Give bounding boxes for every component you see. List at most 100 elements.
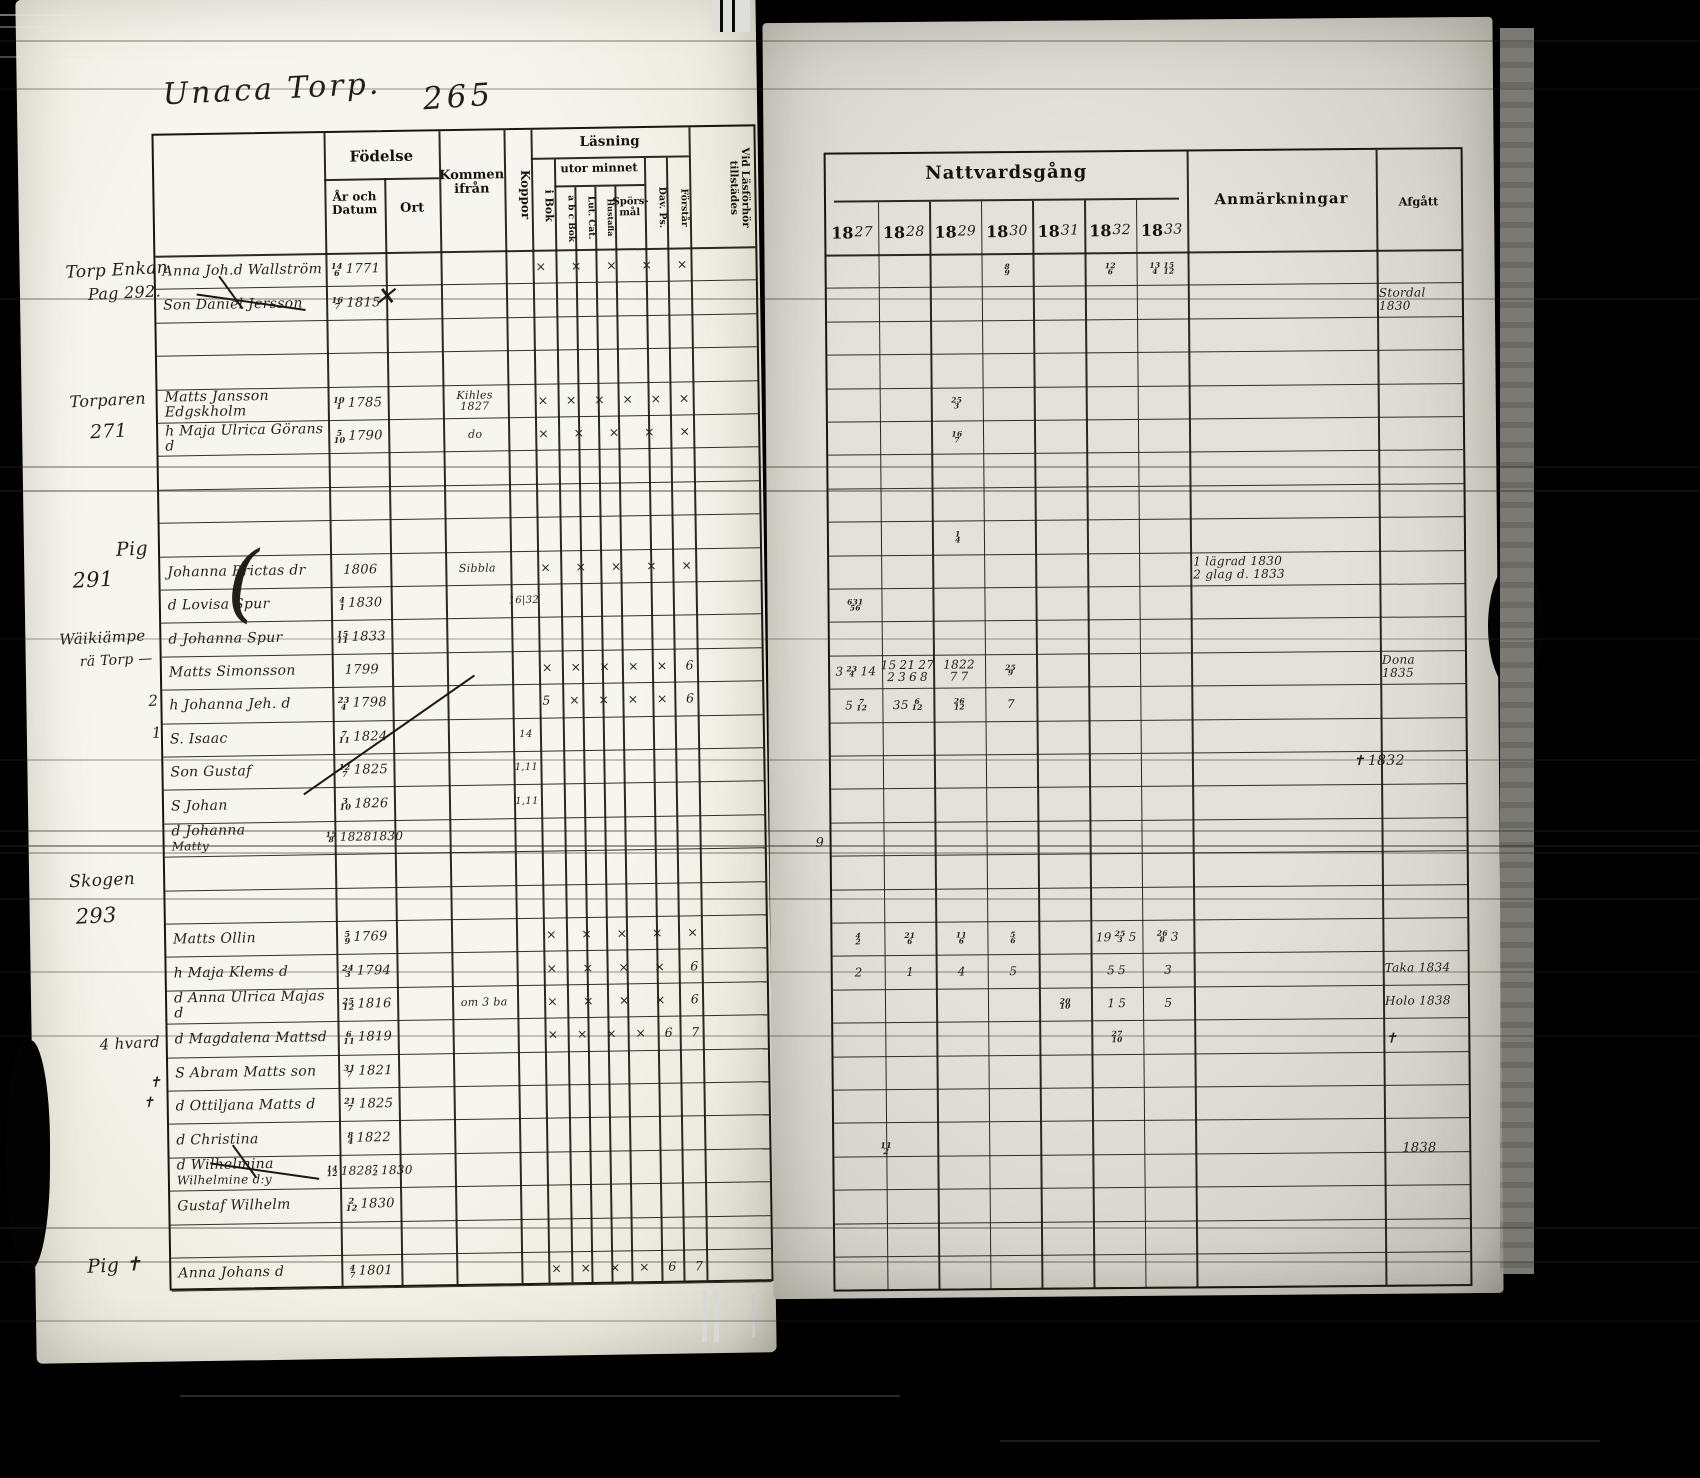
birth-date-cell: 23 4 1798 bbox=[332, 686, 393, 720]
mark-lines: 24 3 1794 bbox=[342, 962, 391, 979]
year-printed-prefix: 18 bbox=[1140, 220, 1164, 240]
mark-line: 10 1 1785 bbox=[333, 395, 382, 412]
right-table-ruling bbox=[826, 149, 1461, 1290]
departed-cell: Dona 1835 bbox=[1381, 653, 1416, 681]
denominator: 6 bbox=[958, 936, 965, 946]
reading-mark: × bbox=[627, 691, 639, 707]
reading-mark: × bbox=[687, 924, 699, 940]
name-line: d Magdalena Mattsd bbox=[174, 1029, 328, 1048]
denominator: 12 bbox=[911, 702, 923, 712]
mark-lines: 26 8 3 bbox=[1157, 928, 1179, 944]
denominator: 3 bbox=[953, 401, 960, 411]
person-name-cell: h Maja Ulrica Görans d bbox=[158, 420, 327, 456]
birth-date-cell: 24 3 1794 bbox=[336, 953, 397, 987]
person-name: d Johanna Matty bbox=[164, 823, 245, 855]
reading-marks: × × × × 6 7 bbox=[547, 1015, 700, 1051]
departed-cell: Holo 1838 bbox=[1384, 993, 1451, 1008]
year-printed-prefix: 18 bbox=[934, 222, 957, 242]
kommen-ifran-cell: om 3 ba bbox=[460, 995, 508, 1010]
mark-lines: 25 3 bbox=[951, 396, 962, 411]
fraction: 26 12 bbox=[954, 696, 965, 711]
header-ar-och-datum: År och Datum bbox=[331, 189, 378, 218]
mark: 1822 bbox=[943, 657, 975, 673]
mark-lines: 25 9 bbox=[1005, 663, 1016, 678]
mark-lines: ✝ bbox=[1385, 1031, 1397, 1047]
reading-mark: × bbox=[635, 1025, 647, 1041]
denominator: 9 bbox=[1007, 668, 1014, 678]
mark-line: 5 10 1790 bbox=[334, 428, 383, 445]
person-name: Anna Joh.d Wallström bbox=[156, 261, 322, 280]
communion-mark-cell: 25 3 bbox=[931, 387, 983, 421]
year-printed-prefix: 18 bbox=[1089, 220, 1112, 240]
mark: 1769 bbox=[353, 929, 388, 945]
person-name-cell: d Johanna Matty bbox=[164, 821, 333, 857]
mark-lines: 13 4 15 12 bbox=[1149, 260, 1174, 275]
mark: 1830 bbox=[360, 1196, 395, 1212]
mark: 7 bbox=[1006, 696, 1016, 711]
fraction: 7 11 bbox=[338, 729, 350, 746]
denominator: 7 bbox=[346, 1069, 353, 1080]
year-handwritten-suffix: 30 bbox=[1009, 222, 1028, 240]
margin-note: 271 bbox=[89, 419, 128, 444]
mark: 1830 bbox=[371, 829, 404, 844]
header-dav-ps: Dav. Ps. bbox=[656, 186, 669, 229]
mark-lines: 5 10 1790 bbox=[334, 428, 383, 445]
header-vid-lasforhor: Vid Läsförhör tillstädes bbox=[727, 147, 752, 228]
mark-lines: 21 6 bbox=[904, 931, 915, 946]
denominator: 6 bbox=[333, 267, 341, 278]
communion-mark-cell: 1822 7 7 bbox=[933, 654, 985, 688]
margin-note: rä Torp — bbox=[79, 650, 154, 671]
mark: 5 bbox=[1117, 963, 1127, 978]
mark-line: 1822 bbox=[943, 657, 975, 673]
person-name-cell: S Abram Matts son bbox=[168, 1055, 337, 1091]
mark: 3 bbox=[1170, 929, 1179, 944]
fraction: 25 9 bbox=[1005, 663, 1016, 678]
reading-mark: × bbox=[582, 959, 594, 975]
person-name: S Johan bbox=[164, 797, 228, 814]
mark: 3 bbox=[898, 670, 907, 685]
reading-mark: × bbox=[643, 424, 655, 440]
mark: 6 bbox=[908, 670, 918, 685]
person-name-cell: Anna Johans d bbox=[171, 1255, 340, 1291]
divider bbox=[324, 177, 440, 181]
mark-line: 23 4 1798 bbox=[338, 695, 387, 712]
person-name-cell: Son Gustaf bbox=[163, 754, 332, 790]
mark: 5 bbox=[845, 698, 854, 713]
mark: 5 bbox=[1118, 996, 1127, 1011]
mark-lines: 19 25 3 5 bbox=[1096, 929, 1137, 944]
mark-lines: 1822 7 7 bbox=[943, 657, 975, 684]
margin-note: 4 hvard bbox=[99, 1032, 161, 1054]
mark-line: 9 bbox=[816, 836, 825, 851]
birth-date-cell: 14 6 1771 bbox=[325, 252, 386, 286]
mark-line: 21 7 1825 bbox=[344, 1096, 393, 1113]
fraction: 24 3 bbox=[342, 962, 354, 979]
mark: 1816 bbox=[357, 996, 392, 1012]
header-utor-minnet: utor minnet bbox=[560, 160, 638, 176]
denominator: 7 bbox=[347, 1102, 354, 1113]
year-handwritten-suffix: 27 bbox=[854, 224, 873, 241]
denominator: 6 bbox=[1107, 266, 1114, 276]
reading-mark: × bbox=[627, 658, 639, 674]
denominator: 7 bbox=[349, 1269, 356, 1280]
year-printed-prefix: 18 bbox=[985, 221, 1009, 241]
reading-mark: × bbox=[651, 925, 663, 941]
mark-line: 4 1 1830 bbox=[339, 595, 382, 612]
person-name-cell: Johanna Brictas dr bbox=[160, 554, 329, 590]
reading-mark: × bbox=[609, 1259, 621, 1275]
denominator: 9 bbox=[344, 935, 351, 946]
mark-line: 4 7 1801 bbox=[349, 1263, 393, 1280]
mark-lines: 3 bbox=[1164, 963, 1172, 977]
mark-lines: 21 7 1825 bbox=[344, 1096, 393, 1113]
reading-mark: × bbox=[546, 960, 558, 976]
birth-date-cell: 2 12 1830 bbox=[340, 1187, 401, 1221]
communion-mark-cell: 25 9 bbox=[985, 654, 1037, 688]
name-line: Wilhelmine d:y bbox=[176, 1172, 273, 1188]
reading-mark: × bbox=[535, 258, 547, 274]
